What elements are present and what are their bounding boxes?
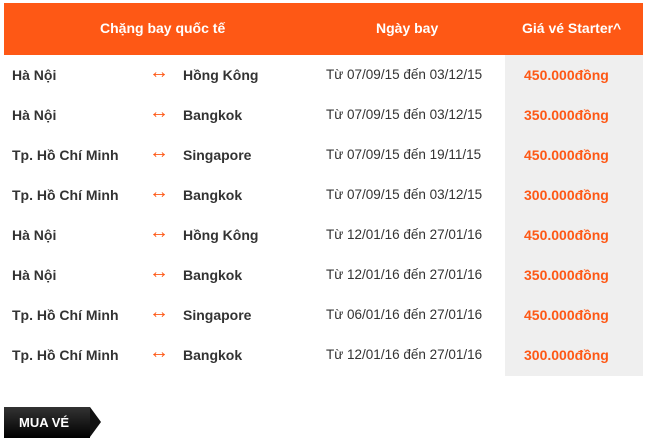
- destination: Singapore: [183, 307, 252, 323]
- table-row: Tp. Hồ Chí Minh ↔ Singapore Từ 06/01/16 …: [4, 295, 643, 335]
- flight-dates: Từ 07/09/15 đến 03/12/15: [326, 67, 483, 82]
- price: 450.000đồng: [524, 227, 609, 243]
- price: 350.000đồng: [524, 267, 609, 283]
- header-route: Chặng bay quốc tế: [100, 20, 226, 36]
- destination: Singapore: [183, 147, 252, 163]
- table-row: Tp. Hồ Chí Minh ↔ Singapore Từ 07/09/15 …: [4, 135, 643, 175]
- origin: Tp. Hồ Chí Minh: [12, 307, 119, 323]
- flight-dates: Từ 07/09/15 đến 19/11/15: [326, 147, 482, 162]
- price-column-bg: [505, 55, 643, 376]
- origin: Hà Nội: [12, 227, 57, 243]
- buy-ticket-button[interactable]: MUA VÉ: [4, 407, 101, 438]
- flight-dates: Từ 06/01/16 đến 27/01/16: [326, 307, 483, 322]
- price: 350.000đồng: [524, 107, 609, 123]
- origin: Hà Nội: [12, 67, 57, 83]
- destination: Bangkok: [183, 107, 243, 123]
- origin: Tp. Hồ Chí Minh: [12, 187, 119, 203]
- left-right-arrow-icon: ↔: [149, 101, 169, 123]
- flight-dates: Từ 07/09/15 đến 03/12/15: [326, 187, 483, 202]
- origin: Tp. Hồ Chí Minh: [12, 147, 119, 163]
- price: 300.000đồng: [524, 187, 609, 203]
- left-right-arrow-icon: ↔: [149, 221, 169, 243]
- flight-dates: Từ 12/01/16 đến 27/01/16: [326, 227, 483, 242]
- origin: Hà Nội: [12, 107, 57, 123]
- table-row: Tp. Hồ Chí Minh ↔ Bangkok Từ 07/09/15 đế…: [4, 175, 643, 215]
- left-right-arrow-icon: ↔: [149, 61, 169, 83]
- destination: Bangkok: [183, 267, 243, 283]
- table-row: Hà Nội ↔ Hồng Kông Từ 07/09/15 đến 03/12…: [4, 55, 643, 95]
- destination: Bangkok: [183, 187, 243, 203]
- table-row: Hà Nội ↔ Bangkok Từ 07/09/15 đến 03/12/1…: [4, 95, 643, 135]
- left-right-arrow-icon: ↔: [149, 301, 169, 323]
- destination: Bangkok: [183, 347, 243, 363]
- table-row: Tp. Hồ Chí Minh ↔ Bangkok Từ 12/01/16 đế…: [4, 335, 643, 375]
- price: 450.000đồng: [524, 307, 609, 323]
- destination: Hồng Kông: [183, 67, 259, 83]
- destination: Hồng Kông: [183, 227, 259, 243]
- flight-dates: Từ 07/09/15 đến 03/12/15: [326, 107, 483, 122]
- origin: Tp. Hồ Chí Minh: [12, 347, 119, 363]
- table-row: Hà Nội ↔ Bangkok Từ 12/01/16 đến 27/01/1…: [4, 255, 643, 295]
- left-right-arrow-icon: ↔: [149, 181, 169, 203]
- table-header: Chặng bay quốc tế Ngày bay Giá vé Starte…: [4, 3, 643, 55]
- header-date: Ngày bay: [376, 20, 439, 36]
- left-right-arrow-icon: ↔: [149, 341, 169, 363]
- price: 450.000đồng: [524, 147, 609, 163]
- price: 450.000đồng: [524, 67, 609, 83]
- left-right-arrow-icon: ↔: [149, 141, 169, 163]
- table-row: Hà Nội ↔ Hồng Kông Từ 12/01/16 đến 27/01…: [4, 215, 643, 255]
- header-price: Giá vé Starter^: [522, 20, 622, 36]
- left-right-arrow-icon: ↔: [149, 261, 169, 283]
- flight-dates: Từ 12/01/16 đến 27/01/16: [326, 347, 483, 362]
- origin: Hà Nội: [12, 267, 57, 283]
- price: 300.000đồng: [524, 347, 609, 363]
- flight-dates: Từ 12/01/16 đến 27/01/16: [326, 267, 483, 282]
